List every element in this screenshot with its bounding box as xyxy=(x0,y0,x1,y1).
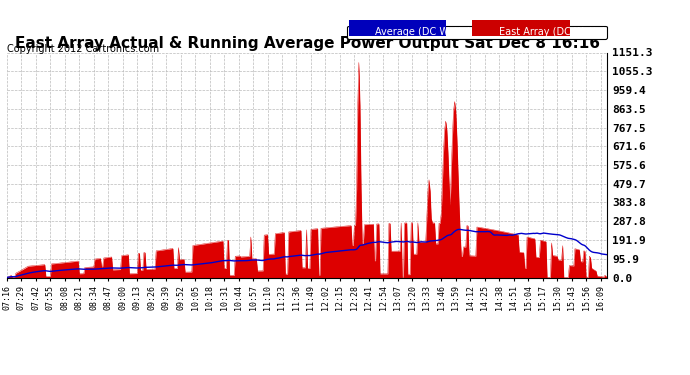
Legend: Average (DC Watts), East Array (DC Watts): Average (DC Watts), East Array (DC Watts… xyxy=(347,26,607,39)
Text: Copyright 2012 Cartronics.com: Copyright 2012 Cartronics.com xyxy=(7,44,159,54)
Title: East Array Actual & Running Average Power Output Sat Dec 8 16:16: East Array Actual & Running Average Powe… xyxy=(14,36,600,51)
